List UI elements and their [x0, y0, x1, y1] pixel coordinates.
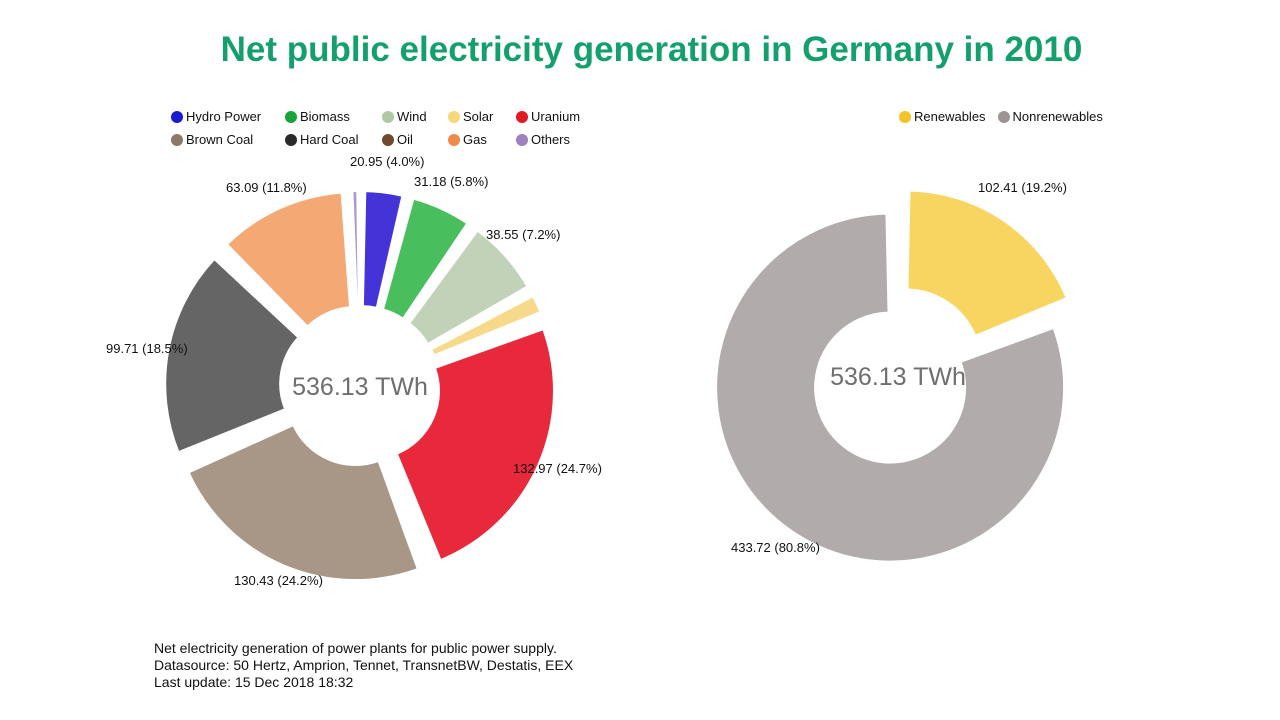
- legend-label-hard-coal: Hard Coal: [300, 132, 359, 147]
- legend-label-oil: Oil: [397, 132, 413, 147]
- footer-description: Net electricity generation of power plan…: [154, 640, 557, 656]
- slice-uranium[interactable]: [395, 328, 555, 562]
- data-label-uranium: 132.97 (24.7%): [513, 461, 602, 476]
- data-label-brown-coal: 130.43 (24.2%): [234, 573, 323, 588]
- legend-label-others: Others: [531, 132, 571, 147]
- chart-title: Net public electricity generation in Ger…: [220, 30, 1083, 69]
- slice-oil[interactable]: [219, 248, 304, 332]
- data-label-gas: 63.09 (11.8%): [226, 180, 307, 195]
- legend-marker-wind: [382, 110, 394, 123]
- legend-item-gas[interactable]: Gas: [448, 132, 516, 147]
- legend-marker-brown-coal: [171, 133, 183, 146]
- legend-label-solar: Solar: [463, 109, 494, 124]
- footer-datasource: Datasource: 50 Hertz, Amprion, Tennet, T…: [154, 657, 574, 673]
- legend-item-oil[interactable]: Oil: [382, 132, 448, 147]
- slice-biomass[interactable]: [381, 197, 469, 320]
- data-label-hard-coal: 99.71 (18.5%): [106, 341, 188, 356]
- legend-marker-solar: [448, 110, 460, 123]
- slice-renewables[interactable]: [906, 189, 1068, 337]
- legend-label-wind: Wind: [397, 109, 427, 124]
- legend-marker-hydro-power: [171, 110, 183, 123]
- data-label-renewables: 102.41 (19.2%): [978, 180, 1067, 195]
- legend-item-wind[interactable]: Wind: [382, 109, 448, 124]
- legend-label-gas: Gas: [463, 132, 487, 147]
- legend-item-nonrenewables[interactable]: Nonrenewables: [997, 109, 1103, 124]
- slice-wind[interactable]: [408, 229, 529, 346]
- legend-marker-oil: [382, 133, 394, 146]
- center-total-label: 536.13 TWh: [292, 373, 428, 401]
- legend-marker-gas: [448, 133, 460, 146]
- legend-renewable-split: Renewables Nonrenewables: [899, 105, 1115, 128]
- legend-label-renewables: Renewables: [914, 109, 986, 124]
- slice-hard-coal[interactable]: [164, 258, 300, 454]
- legend-marker-uranium: [516, 110, 528, 123]
- slice-brown-coal[interactable]: [187, 424, 419, 582]
- legend-item-others[interactable]: Others: [516, 132, 596, 147]
- donut-chart-generation-by-source: 20.95 (4.0%) 31.18 (5.8%) 38.55 (7.2%) 132.…: [106, 154, 602, 588]
- slice-gas[interactable]: [225, 191, 352, 328]
- footer-notes: Net electricity generation of power plan…: [154, 640, 573, 691]
- slice-nonrenewables[interactable]: [715, 212, 1066, 563]
- legend-label-hydro-power: Hydro Power: [186, 109, 262, 124]
- legend-marker-hard-coal: [285, 133, 297, 146]
- data-label-nonrenewables: 433.72 (80.8%): [731, 540, 820, 555]
- legend-item-solar[interactable]: Solar: [448, 109, 516, 124]
- data-label-hydro-power: 20.95 (4.0%): [350, 154, 424, 169]
- legend-generation-sources: Hydro Power Biomass Wind Solar Uranium B…: [171, 105, 596, 151]
- legend-item-hydro-power[interactable]: Hydro Power: [171, 109, 285, 124]
- legend-item-hard-coal[interactable]: Hard Coal: [285, 132, 382, 147]
- legend-label-uranium: Uranium: [531, 109, 581, 124]
- slice-others[interactable]: [351, 190, 360, 308]
- slice-solar[interactable]: [430, 295, 542, 357]
- footer-last-update: Last update: 15 Dec 2018 18:32: [154, 674, 354, 690]
- center-total-label: 536.13 TWh: [830, 363, 966, 391]
- legend-item-uranium[interactable]: Uranium: [516, 109, 596, 124]
- legend-item-renewables[interactable]: Renewables: [899, 109, 986, 124]
- legend-item-brown-coal[interactable]: Brown Coal: [171, 132, 285, 147]
- legend-marker-biomass: [285, 110, 297, 123]
- legend-label-biomass: Biomass: [300, 109, 350, 124]
- legend-label-nonrenewables: Nonrenewables: [1012, 109, 1103, 124]
- legend-label-brown-coal: Brown Coal: [186, 132, 254, 147]
- legend-marker-nonrenewables: [997, 110, 1010, 123]
- legend-marker-renewables: [899, 110, 911, 123]
- legend-item-biomass[interactable]: Biomass: [285, 109, 382, 124]
- data-label-biomass: 31.18 (5.8%): [414, 174, 488, 189]
- data-label-wind: 38.55 (7.2%): [486, 227, 560, 242]
- slice-hydro-power[interactable]: [361, 190, 404, 309]
- donut-chart-renewables-vs-nonrenewables: 102.41 (19.2%) 433.72 (80.8%) 536.13 TWh: [715, 180, 1068, 563]
- legend-marker-others: [516, 133, 528, 146]
